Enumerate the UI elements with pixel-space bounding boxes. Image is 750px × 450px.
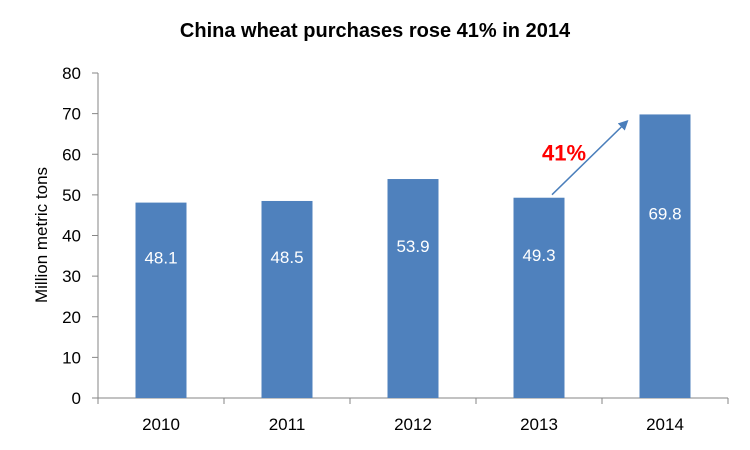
data-label: 49.3 bbox=[522, 246, 555, 265]
y-tick-label: 50 bbox=[62, 186, 81, 205]
x-tick-label: 2010 bbox=[142, 415, 180, 434]
y-tick-label: 40 bbox=[62, 227, 81, 246]
bar bbox=[387, 179, 439, 398]
data-label: 69.8 bbox=[648, 205, 681, 224]
y-tick-label: 20 bbox=[62, 308, 81, 327]
bars: 48.1 48.5 53.9 49.3 69.8 bbox=[135, 114, 691, 398]
bar bbox=[135, 202, 187, 398]
y-tick-label: 80 bbox=[62, 64, 81, 83]
bar bbox=[513, 197, 565, 398]
x-tick-label: 2014 bbox=[646, 415, 684, 434]
growth-annotation: 41% bbox=[542, 120, 629, 196]
y-tick-label: 30 bbox=[62, 267, 81, 286]
y-tick-label: 60 bbox=[62, 145, 81, 164]
y-tick-label: 0 bbox=[72, 389, 81, 408]
growth-label: 41% bbox=[542, 141, 586, 166]
y-tick-label: 10 bbox=[62, 348, 81, 367]
y-axis-label: Million metric tons bbox=[32, 167, 51, 303]
x-axis: 2010 2011 2012 2013 2014 bbox=[97, 397, 729, 434]
bar bbox=[261, 200, 313, 398]
growth-arrow bbox=[551, 120, 629, 196]
x-tick-label: 2012 bbox=[394, 415, 432, 434]
x-tick-label: 2011 bbox=[269, 415, 306, 434]
x-tick-label: 2013 bbox=[520, 415, 558, 434]
data-label: 53.9 bbox=[396, 237, 429, 256]
y-axis: 0 10 20 30 40 50 60 70 80 bbox=[62, 64, 99, 408]
y-tick-label: 70 bbox=[62, 105, 81, 124]
data-label: 48.1 bbox=[144, 249, 177, 268]
chart-title: China wheat purchases rose 41% in 2014 bbox=[180, 20, 571, 42]
data-label: 48.5 bbox=[270, 248, 303, 267]
bar bbox=[639, 114, 691, 398]
